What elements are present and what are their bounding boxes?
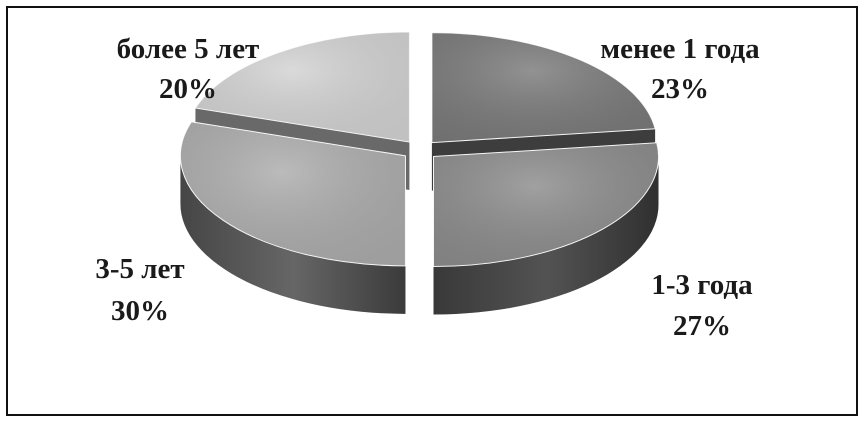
pie-slice-shine-0 (431, 32, 656, 143)
slice-label-value-1: 27% (673, 310, 731, 342)
slice-label-name-3: более 5 лет (117, 33, 260, 65)
slice-side-shade-2 (180, 155, 406, 314)
slice-label-name-1: 1-3 года (651, 269, 753, 301)
pie-slice-shine-1 (433, 142, 659, 267)
slice-label-name-2: 3-5 лет (95, 253, 184, 285)
pie-slice-shine-3 (195, 31, 410, 142)
slice-label-value-2: 30% (111, 295, 169, 327)
slice-side-shade-1 (433, 156, 659, 315)
slice-label-value-3: 20% (159, 73, 217, 105)
slice-label-value-0: 23% (651, 73, 709, 105)
pie-slice-shine-2 (180, 121, 406, 266)
slice-label-name-0: менее 1 года (600, 33, 760, 65)
